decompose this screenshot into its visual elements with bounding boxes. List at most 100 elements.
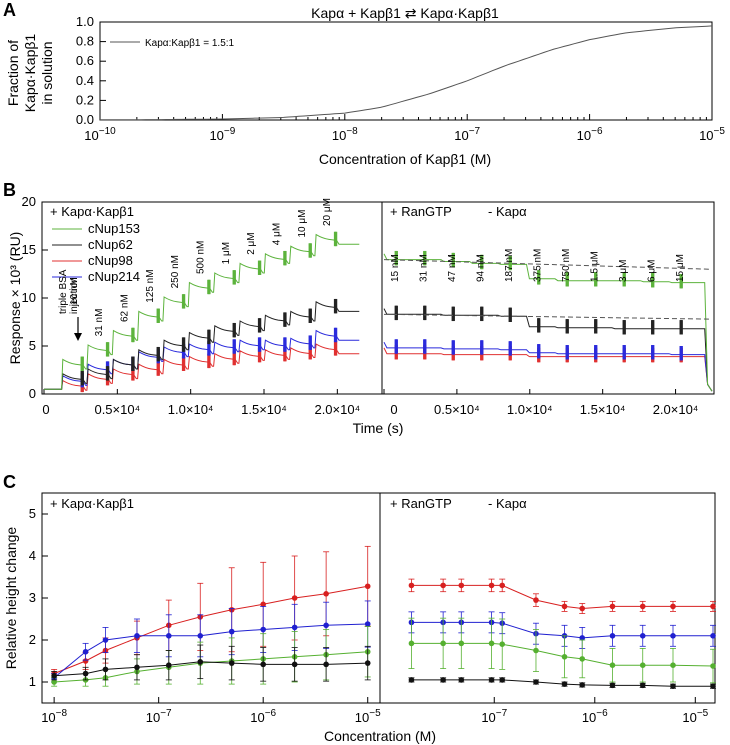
panel-b-conc-label-right: 31 nM xyxy=(419,254,430,282)
panel-b-conc-label-left: 20 μM xyxy=(322,198,333,226)
panel-c-xtick-label-left-base: 10 xyxy=(250,710,264,725)
panel-c-line-right xyxy=(411,621,713,639)
panel-c-point xyxy=(134,633,140,639)
panel-a-xtick-label: 10−8 xyxy=(332,126,358,143)
panel-a-ytick-label: 0.2 xyxy=(76,92,94,107)
panel-c-point xyxy=(408,640,415,647)
panel-a-ytick-label: 0.4 xyxy=(76,73,94,88)
panel-a-ylabel-line: Fraction of xyxy=(5,40,21,106)
panel-c-line-right xyxy=(411,584,713,610)
panel-c-xtick-label-left-exponent: −6 xyxy=(265,708,277,719)
panel-c-point xyxy=(408,677,415,683)
panel-b-trace-left xyxy=(44,300,360,390)
panel-b-ytick-label: 5 xyxy=(29,338,36,353)
panel-a-xtick-label-exponent: −8 xyxy=(346,126,358,137)
panel-c-point xyxy=(609,633,616,639)
panel-c-line-left xyxy=(53,585,368,675)
panel-c-xtick-label-left: 10−6 xyxy=(250,708,276,725)
panel-c-point xyxy=(364,583,371,590)
panel-c-point xyxy=(440,677,446,683)
panel-c-ytick-label: 5 xyxy=(29,506,36,521)
panel-a-xtick-label-exponent: −9 xyxy=(224,126,236,137)
panel-c-point xyxy=(102,637,109,643)
panel-c-point xyxy=(710,663,716,669)
panel-c-point xyxy=(609,603,616,610)
panel-b-ytick-label: 0 xyxy=(29,386,36,401)
panel-c-series-cNup153 xyxy=(51,617,716,687)
panel-b-conc-label-right: 187 nM xyxy=(504,249,515,282)
panel-c-point xyxy=(408,582,415,589)
panel-c-xtick-label-right-base: 10 xyxy=(682,710,696,725)
panel-c-point xyxy=(561,681,568,687)
panel-c-point xyxy=(197,659,204,665)
panel-a-xtick-label-base: 10 xyxy=(699,128,713,143)
panel-a-xtick-label-exponent: −10 xyxy=(99,126,116,137)
panel-b-frame xyxy=(41,201,715,395)
panel-c-point xyxy=(561,654,568,660)
panel-b-xtick-label-right: 1.5×10⁴ xyxy=(580,402,626,417)
panel-b-dashed-baseline xyxy=(383,259,710,270)
panel-c-point xyxy=(197,633,204,639)
panel-a-xtick-label-base: 10 xyxy=(84,128,98,143)
panel-c-xtick-label-right: 10−5 xyxy=(682,708,708,725)
panel-c-point xyxy=(710,603,716,610)
panel-a-xtick-label-base: 10 xyxy=(332,128,346,143)
panel-c-point xyxy=(51,672,57,679)
panel-c-point xyxy=(260,601,266,608)
panel-c-ylabel: Relative height change xyxy=(3,527,19,670)
panel-a-xlabel: Concentration of Kapβ1 (M) xyxy=(319,151,491,167)
panel-b-conc-label-right: 47 nM xyxy=(447,254,458,282)
panel-c-point xyxy=(82,648,89,655)
panel-b-right-header-1: + RanGTP xyxy=(390,204,452,219)
panel-c-point xyxy=(488,640,495,647)
panel-a-xtick-label: 10−6 xyxy=(577,126,603,143)
panel-b-ticks: 0 5 10 15 20 0 0.5×10⁴ 1.0×10⁴ 1.5×10⁴ 2.0×10⁴ 0 0.… xyxy=(22,194,699,417)
panel-c-xtick-label-right-exponent: −5 xyxy=(697,708,709,719)
panel-a-curve xyxy=(100,25,713,121)
panel-b-conc-label-left: 250 nM xyxy=(170,255,181,288)
panel-c-point xyxy=(710,633,716,639)
panel-c-xtick-label-right-exponent: −7 xyxy=(496,708,508,719)
panel-c-point xyxy=(579,682,586,688)
panel-b-conc-label-left: 125 nM xyxy=(145,269,156,302)
panel-b-conc-label-right: 6 μM xyxy=(647,260,658,282)
panel-c-point xyxy=(364,621,371,627)
panel-c-xlabel: Concentration (M) xyxy=(324,728,436,744)
panel-c-xtick-label-left: 10−8 xyxy=(41,708,67,725)
panel-c-ytick-label: 2 xyxy=(29,632,36,647)
panel-a-legend-label: Kapα:Kapβ1 = 1.5:1 xyxy=(145,38,235,49)
panel-c-point xyxy=(82,670,89,677)
panel-c-xtick-label-left-base: 10 xyxy=(41,710,55,725)
panel-c-left-header: + Kapα·Kapβ1 xyxy=(50,496,134,511)
panel-b-injection-note: triple BSA injection xyxy=(58,269,82,341)
panel-c-xtick-label-left-exponent: −8 xyxy=(56,708,68,719)
panel-label-c: C xyxy=(3,472,16,492)
panel-c-point xyxy=(670,683,676,689)
panel-label-b: B xyxy=(3,180,16,200)
panel-b-conc-label-left: 62 nM xyxy=(120,294,131,322)
panel-label-a: A xyxy=(3,0,16,20)
panel-a-legend: Kapα:Kapβ1 = 1.5:1 xyxy=(110,38,235,49)
panel-c-frame xyxy=(41,492,716,704)
panel-c-point xyxy=(639,633,646,639)
panel-c-line-left xyxy=(54,661,368,677)
panel-a-xtick-label-base: 10 xyxy=(577,128,591,143)
panel-c-series-cNup98 xyxy=(51,545,716,679)
panel-c-point xyxy=(134,664,140,671)
panel-c-point xyxy=(260,626,266,633)
panel-a-xtick-label: 10−7 xyxy=(454,126,480,143)
panel-c-point xyxy=(440,582,446,589)
panel-c-point xyxy=(458,582,465,589)
panel-a-title: Kapα + Kapβ1 ⇄ Kapα·Kapβ1 xyxy=(311,5,499,21)
panel-c-point xyxy=(165,662,172,668)
panel-b-injection-note-line: injection xyxy=(69,277,80,314)
panel-c-point xyxy=(670,603,676,610)
panel-c-point xyxy=(488,677,495,683)
panel-b-trace-right xyxy=(383,253,713,392)
panel-c-point xyxy=(499,582,506,589)
panel-b-legend-label: cNup153 xyxy=(88,221,140,236)
panel-b-xtick-label-left: 2.0×10⁴ xyxy=(314,402,360,417)
panel-b-trace-left xyxy=(44,329,360,390)
